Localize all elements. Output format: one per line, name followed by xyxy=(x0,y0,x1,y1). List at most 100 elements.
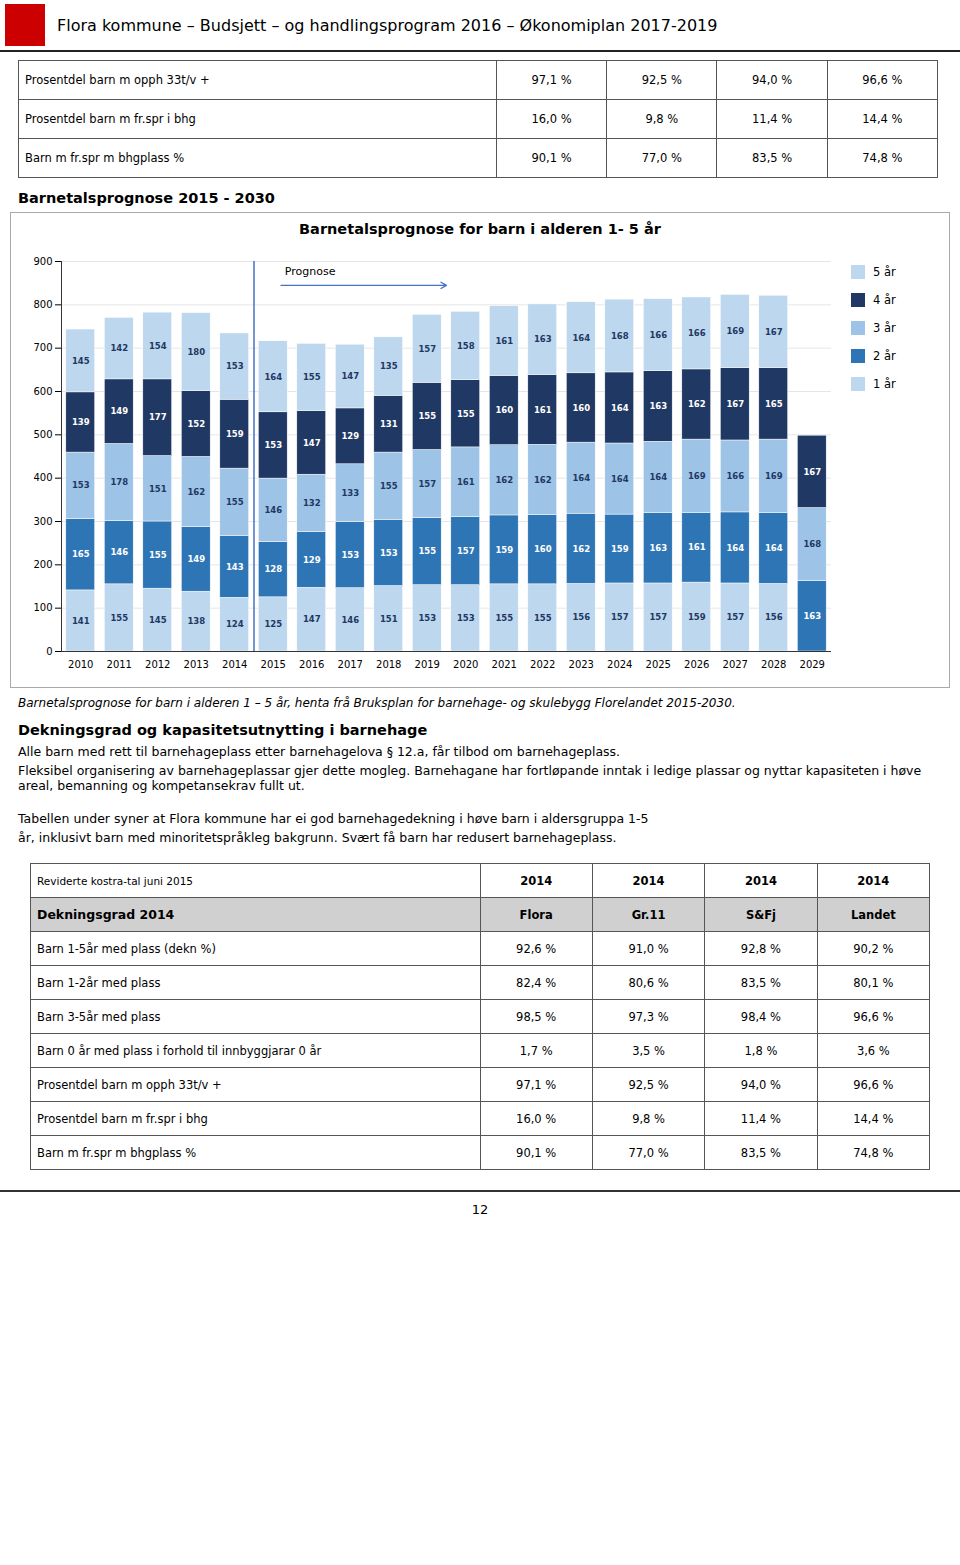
svg-text:146: 146 xyxy=(341,615,359,625)
svg-text:163: 163 xyxy=(649,543,667,553)
svg-text:2012: 2012 xyxy=(145,659,170,670)
svg-text:149: 149 xyxy=(110,406,128,416)
svg-text:200: 200 xyxy=(33,559,52,570)
svg-text:128: 128 xyxy=(264,564,282,574)
svg-text:153: 153 xyxy=(457,613,475,623)
svg-text:164: 164 xyxy=(611,403,629,413)
svg-text:164: 164 xyxy=(726,543,744,553)
svg-text:153: 153 xyxy=(72,480,90,490)
svg-text:155: 155 xyxy=(303,372,321,382)
svg-text:Prognose: Prognose xyxy=(285,265,336,278)
svg-text:159: 159 xyxy=(611,544,629,554)
svg-text:145: 145 xyxy=(72,356,90,366)
svg-text:177: 177 xyxy=(149,412,167,422)
svg-text:154: 154 xyxy=(149,341,167,351)
svg-text:131: 131 xyxy=(380,419,398,429)
svg-text:164: 164 xyxy=(611,474,629,484)
svg-text:146: 146 xyxy=(264,505,282,515)
svg-text:2026: 2026 xyxy=(684,659,709,670)
svg-text:143: 143 xyxy=(226,562,244,572)
svg-text:2017: 2017 xyxy=(338,659,363,670)
svg-text:146: 146 xyxy=(110,547,128,557)
svg-text:164: 164 xyxy=(765,543,783,553)
svg-text:157: 157 xyxy=(418,344,436,354)
svg-text:2010: 2010 xyxy=(68,659,93,670)
svg-text:161: 161 xyxy=(495,336,513,346)
svg-text:145: 145 xyxy=(149,615,167,625)
svg-text:160: 160 xyxy=(572,403,590,413)
svg-text:2022: 2022 xyxy=(530,659,555,670)
svg-text:129: 129 xyxy=(303,555,321,565)
svg-text:178: 178 xyxy=(110,477,128,487)
svg-text:157: 157 xyxy=(611,612,629,622)
svg-text:800: 800 xyxy=(33,299,52,310)
svg-text:164: 164 xyxy=(572,473,590,483)
svg-text:129: 129 xyxy=(341,431,359,441)
svg-text:147: 147 xyxy=(341,371,359,381)
svg-text:2019: 2019 xyxy=(415,659,440,670)
svg-text:169: 169 xyxy=(726,326,744,336)
svg-text:100: 100 xyxy=(33,602,52,613)
svg-text:162: 162 xyxy=(495,475,513,485)
svg-text:165: 165 xyxy=(72,549,90,559)
svg-text:142: 142 xyxy=(110,343,128,353)
svg-text:2020: 2020 xyxy=(453,659,478,670)
svg-text:900: 900 xyxy=(33,256,52,267)
svg-text:2025: 2025 xyxy=(646,659,671,670)
svg-text:155: 155 xyxy=(149,550,167,560)
svg-text:159: 159 xyxy=(226,429,244,439)
svg-text:162: 162 xyxy=(688,399,706,409)
svg-text:180: 180 xyxy=(187,347,205,357)
svg-text:169: 169 xyxy=(688,471,706,481)
svg-text:141: 141 xyxy=(72,616,90,626)
svg-text:2024: 2024 xyxy=(607,659,632,670)
svg-text:169: 169 xyxy=(765,471,783,481)
svg-text:167: 167 xyxy=(803,467,821,477)
svg-text:125: 125 xyxy=(264,619,282,629)
svg-text:160: 160 xyxy=(534,544,552,554)
svg-text:156: 156 xyxy=(765,612,783,622)
svg-text:159: 159 xyxy=(495,545,513,555)
svg-text:161: 161 xyxy=(688,542,706,552)
svg-text:147: 147 xyxy=(303,438,321,448)
svg-text:153: 153 xyxy=(418,613,436,623)
svg-text:155: 155 xyxy=(418,546,436,556)
svg-text:2011: 2011 xyxy=(107,659,132,670)
svg-text:300: 300 xyxy=(33,516,52,527)
svg-text:157: 157 xyxy=(457,546,475,556)
svg-text:161: 161 xyxy=(534,405,552,415)
svg-text:163: 163 xyxy=(534,334,552,344)
svg-text:164: 164 xyxy=(264,371,282,381)
svg-text:163: 163 xyxy=(803,611,821,621)
svg-text:2014: 2014 xyxy=(222,659,247,670)
svg-text:166: 166 xyxy=(649,330,667,340)
svg-text:2015: 2015 xyxy=(261,659,286,670)
svg-text:124: 124 xyxy=(226,619,244,629)
svg-text:400: 400 xyxy=(33,472,52,483)
svg-text:2016: 2016 xyxy=(299,659,324,670)
svg-text:166: 166 xyxy=(688,328,706,338)
svg-text:168: 168 xyxy=(803,539,821,549)
svg-text:162: 162 xyxy=(534,475,552,485)
svg-text:139: 139 xyxy=(72,417,90,427)
svg-text:2018: 2018 xyxy=(376,659,401,670)
svg-text:155: 155 xyxy=(534,613,552,623)
svg-text:155: 155 xyxy=(380,481,398,491)
svg-text:168: 168 xyxy=(611,331,629,341)
svg-text:138: 138 xyxy=(187,616,205,626)
svg-text:153: 153 xyxy=(226,361,244,371)
svg-text:151: 151 xyxy=(380,614,398,624)
svg-text:2028: 2028 xyxy=(761,659,786,670)
svg-text:164: 164 xyxy=(572,332,590,342)
svg-text:153: 153 xyxy=(341,550,359,560)
svg-text:132: 132 xyxy=(303,498,321,508)
svg-text:157: 157 xyxy=(726,612,744,622)
svg-text:153: 153 xyxy=(380,548,398,558)
svg-text:157: 157 xyxy=(649,612,667,622)
svg-text:147: 147 xyxy=(303,614,321,624)
svg-text:164: 164 xyxy=(649,472,667,482)
svg-text:135: 135 xyxy=(380,361,398,371)
svg-text:159: 159 xyxy=(688,612,706,622)
svg-text:155: 155 xyxy=(495,613,513,623)
svg-text:149: 149 xyxy=(187,554,205,564)
